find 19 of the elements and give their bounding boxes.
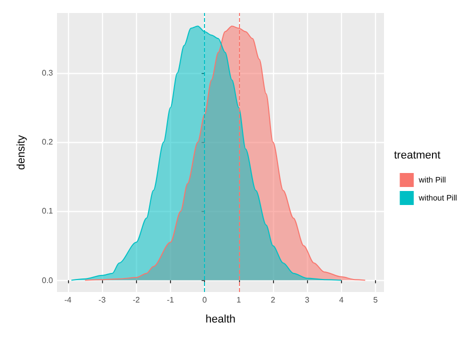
y-tick-label: 0.0	[42, 276, 54, 285]
legend-title: treatment	[394, 150, 440, 162]
x-tick-label: -4	[64, 296, 72, 304]
x-tick-label: 1	[236, 296, 242, 304]
y-axis-title: density	[16, 134, 28, 170]
y-tick-label: 0.1	[42, 206, 54, 216]
x-tick-label: 4	[339, 296, 344, 304]
y-tick-label: 0.3	[42, 68, 54, 78]
legend-label: with Pill	[418, 176, 446, 184]
x-tick-label: -1	[166, 296, 175, 304]
x-axis-title: health	[206, 314, 236, 326]
x-tick-label: -2	[132, 296, 140, 304]
x-tick-label: 3	[304, 296, 310, 304]
legend-label: without Pill	[418, 194, 458, 202]
x-tick-label: 0	[202, 296, 208, 304]
y-tick-label: 0.2	[42, 138, 54, 147]
x-tick-label: 2	[270, 296, 276, 304]
x-tick-label: 5	[373, 296, 378, 304]
x-tick-label: -3	[98, 296, 106, 304]
